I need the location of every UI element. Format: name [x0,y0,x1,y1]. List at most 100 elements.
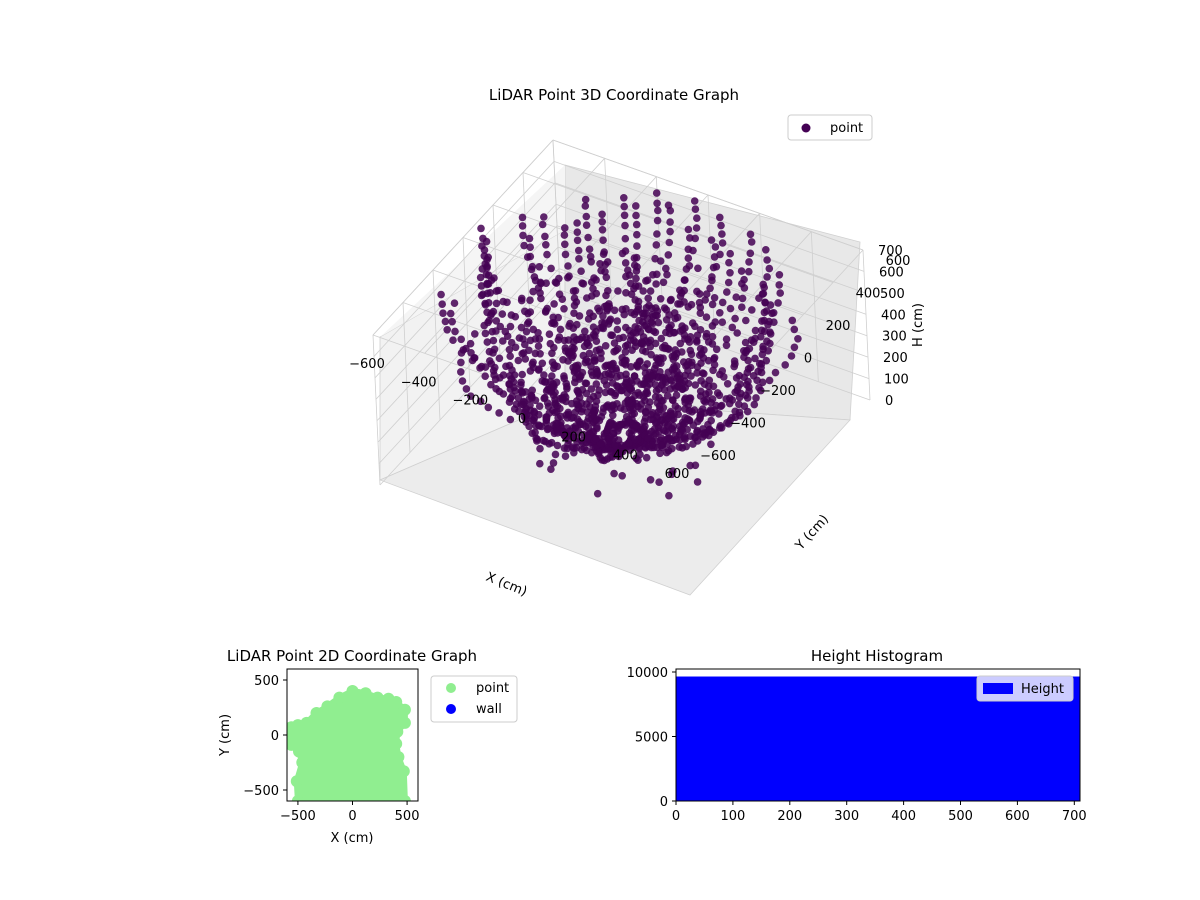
point-3d [439,309,447,318]
point-3d [487,360,496,368]
chart-3d-title: LiDAR Point 3D Coordinate Graph [489,86,739,104]
point-3d [622,289,630,297]
point-3d [703,395,711,404]
point-3d [569,413,578,422]
tick-label-z-3d: 100 [884,373,909,388]
point-3d [794,335,802,343]
point-3d [545,330,554,339]
point-3d [711,318,719,326]
tick-label-x-2d: 0 [348,809,356,824]
legend-3d-marker [801,123,811,133]
point-3d [750,400,759,409]
point-3d [663,422,672,430]
point-3d [540,371,548,379]
point-3d [541,437,550,446]
point-3d [468,356,477,365]
point-3d [564,262,572,270]
chart-2d-title: LiDAR Point 2D Coordinate Graph [227,647,477,665]
point-3d [674,300,682,308]
point-3d [573,219,581,227]
point-3d [499,371,508,379]
point-3d [484,253,493,262]
point-3d [481,329,490,338]
point-3d [662,375,670,383]
y-axis-label-2d: Y (cm) [218,714,233,757]
point-3d [577,267,585,276]
point-3d [653,216,662,225]
point-3d [521,307,529,316]
point-3d [489,349,497,357]
point-3d [573,320,581,329]
point-3d [660,386,669,394]
point-3d [742,316,750,325]
point-3d [745,258,753,266]
point-3d [710,294,719,302]
point-3d [591,402,600,411]
point-3d [518,213,527,222]
point-3d [763,273,771,281]
point-3d [706,284,714,293]
point-3d [629,336,638,345]
point-3d [787,352,796,360]
point-3d [646,476,655,484]
point-3d [702,329,711,338]
point-3d [639,287,647,295]
histogram-title: Height Histogram [811,647,943,665]
point-3d [457,368,465,376]
point-3d [664,251,673,259]
point-3d [665,238,674,247]
point-3d [547,383,555,392]
point-3d [685,262,694,270]
point-3d [578,333,586,342]
point-3d [531,349,540,358]
point-3d [585,245,594,253]
point-3d [671,402,680,410]
point-3d [656,405,664,414]
point-3d [687,300,696,309]
point-3d [625,415,633,424]
point-3d [610,306,619,315]
point-3d [790,343,799,352]
point-3d [755,294,763,303]
point-3d [593,367,601,376]
point-3d [652,280,660,288]
point-3d [640,321,649,330]
point-3d [542,279,550,288]
point-3d [589,285,597,293]
point-3d [639,393,648,401]
point-3d [699,354,708,362]
point-3d [508,392,516,401]
point-3d [634,402,642,411]
point-3d [519,349,528,357]
point-3d [458,377,467,385]
tick-label-z-3d: 600 [879,265,904,280]
point-3d [670,328,679,337]
tick-label-z-3d: 700 [878,244,903,259]
point-3d [554,313,562,322]
point-2d [390,696,403,708]
point-3d [673,368,681,376]
point-3d [712,345,721,354]
tick-label-x-hist: 300 [834,809,859,824]
point-3d [731,360,739,368]
point-3d [541,378,550,386]
point-3d [462,385,471,393]
tick-label-x-hist: 100 [720,809,745,824]
point-3d [448,317,457,326]
point-3d [646,415,655,424]
point-3d [643,383,651,391]
point-3d [652,241,661,249]
point-3d [758,378,767,387]
point-3d [693,426,702,435]
point-3d [491,375,500,384]
point-3d [758,317,766,325]
point-3d [708,332,717,341]
point-3d [603,305,612,313]
point-3d [689,246,697,255]
tick-label-y-hist: 5000 [635,731,668,746]
point-3d [505,398,514,406]
point-3d [692,224,701,232]
point-3d [604,369,613,378]
point-3d [547,264,555,273]
point-3d [696,309,705,318]
